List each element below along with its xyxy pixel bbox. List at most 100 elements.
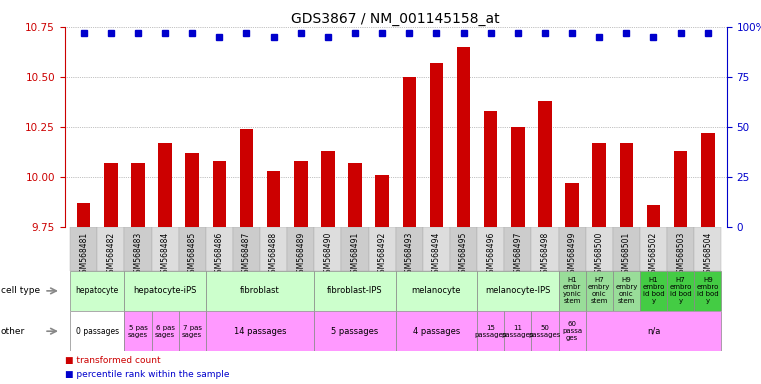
Bar <box>205 271 314 311</box>
Text: GSM568484: GSM568484 <box>161 232 170 278</box>
Bar <box>233 227 260 271</box>
Text: 6 pas
sages: 6 pas sages <box>155 325 175 338</box>
Bar <box>260 227 287 271</box>
Bar <box>559 311 586 351</box>
Bar <box>396 227 423 271</box>
Bar <box>484 111 498 384</box>
Text: GSM568499: GSM568499 <box>568 232 577 278</box>
Bar <box>77 203 91 384</box>
Bar <box>70 311 124 351</box>
Bar <box>457 47 470 384</box>
Text: GSM568483: GSM568483 <box>133 232 142 278</box>
Bar <box>240 129 253 384</box>
Bar <box>423 227 450 271</box>
Bar <box>505 311 531 351</box>
Bar <box>694 227 721 271</box>
Bar <box>104 163 118 384</box>
Text: ■ percentile rank within the sample: ■ percentile rank within the sample <box>65 370 229 379</box>
Text: hepatocyte-iPS: hepatocyte-iPS <box>133 286 197 295</box>
Text: 7 pas
sages: 7 pas sages <box>182 325 202 338</box>
Bar <box>701 133 715 384</box>
Text: H7
embro
id bod
y: H7 embro id bod y <box>670 277 692 305</box>
Bar <box>640 271 667 311</box>
Bar <box>505 227 531 271</box>
Bar <box>314 227 342 271</box>
Bar <box>294 161 307 384</box>
Text: GSM568497: GSM568497 <box>514 232 522 278</box>
Bar <box>430 63 443 384</box>
Bar <box>477 227 505 271</box>
Text: 50
passages: 50 passages <box>529 325 561 338</box>
Text: GSM568495: GSM568495 <box>459 232 468 278</box>
Bar <box>179 311 205 351</box>
Bar <box>124 271 205 311</box>
Title: GDS3867 / NM_001145158_at: GDS3867 / NM_001145158_at <box>291 12 500 26</box>
Bar <box>477 271 559 311</box>
Bar <box>124 311 151 351</box>
Bar <box>450 227 477 271</box>
Bar <box>314 311 396 351</box>
Bar <box>368 227 396 271</box>
Bar <box>186 153 199 384</box>
Text: GSM568494: GSM568494 <box>432 232 441 278</box>
Text: 15
passages: 15 passages <box>475 325 507 338</box>
Bar <box>212 161 226 384</box>
Text: fibroblast: fibroblast <box>240 286 280 295</box>
Text: 5 pas
sages: 5 pas sages <box>128 325 148 338</box>
Text: GSM568486: GSM568486 <box>215 232 224 278</box>
Bar <box>647 205 661 384</box>
Text: 60
passa
ges: 60 passa ges <box>562 321 582 341</box>
Text: 0 passages: 0 passages <box>75 327 119 336</box>
Text: GSM568496: GSM568496 <box>486 232 495 278</box>
Bar <box>314 271 396 311</box>
Text: other: other <box>1 327 25 336</box>
Bar <box>396 311 477 351</box>
Bar <box>613 271 640 311</box>
Text: GSM568488: GSM568488 <box>269 232 278 278</box>
Bar <box>619 143 633 384</box>
Bar <box>151 311 179 351</box>
Bar <box>342 227 368 271</box>
Text: H9
embry
onic
stem: H9 embry onic stem <box>615 277 638 305</box>
Text: GSM568492: GSM568492 <box>377 232 387 278</box>
Text: GSM568489: GSM568489 <box>296 232 305 278</box>
Bar <box>586 311 721 351</box>
Text: GSM568501: GSM568501 <box>622 232 631 278</box>
Text: H1
embro
id bod
y: H1 embro id bod y <box>642 277 664 305</box>
Text: GSM568504: GSM568504 <box>703 232 712 278</box>
Text: 14 passages: 14 passages <box>234 327 286 336</box>
Text: melanocyte-IPS: melanocyte-IPS <box>485 286 550 295</box>
Text: fibroblast-IPS: fibroblast-IPS <box>327 286 383 295</box>
Text: hepatocyte: hepatocyte <box>75 286 119 295</box>
Bar <box>593 143 606 384</box>
Bar <box>287 227 314 271</box>
Bar <box>131 163 145 384</box>
Bar <box>321 151 335 384</box>
Bar <box>158 143 172 384</box>
Bar <box>396 271 477 311</box>
Bar <box>70 271 124 311</box>
Bar <box>267 170 280 384</box>
Text: ■ transformed count: ■ transformed count <box>65 356 161 364</box>
Text: GSM568490: GSM568490 <box>323 232 333 278</box>
Bar <box>97 227 124 271</box>
Bar <box>205 227 233 271</box>
Bar <box>613 227 640 271</box>
Text: GSM568482: GSM568482 <box>107 232 116 278</box>
Text: GSM568485: GSM568485 <box>188 232 196 278</box>
Text: 4 passages: 4 passages <box>412 327 460 336</box>
Bar <box>531 227 559 271</box>
Bar <box>694 271 721 311</box>
Text: n/a: n/a <box>647 327 661 336</box>
Bar <box>673 151 687 384</box>
Text: GSM568481: GSM568481 <box>79 232 88 278</box>
Bar <box>511 127 524 384</box>
Text: GSM568500: GSM568500 <box>595 232 603 278</box>
Text: melanocyte: melanocyte <box>412 286 461 295</box>
Bar <box>667 271 694 311</box>
Text: H1
embr
yonic
stem: H1 embr yonic stem <box>562 277 581 305</box>
Bar <box>586 271 613 311</box>
Bar <box>477 311 505 351</box>
Bar <box>565 183 579 384</box>
Bar <box>667 227 694 271</box>
